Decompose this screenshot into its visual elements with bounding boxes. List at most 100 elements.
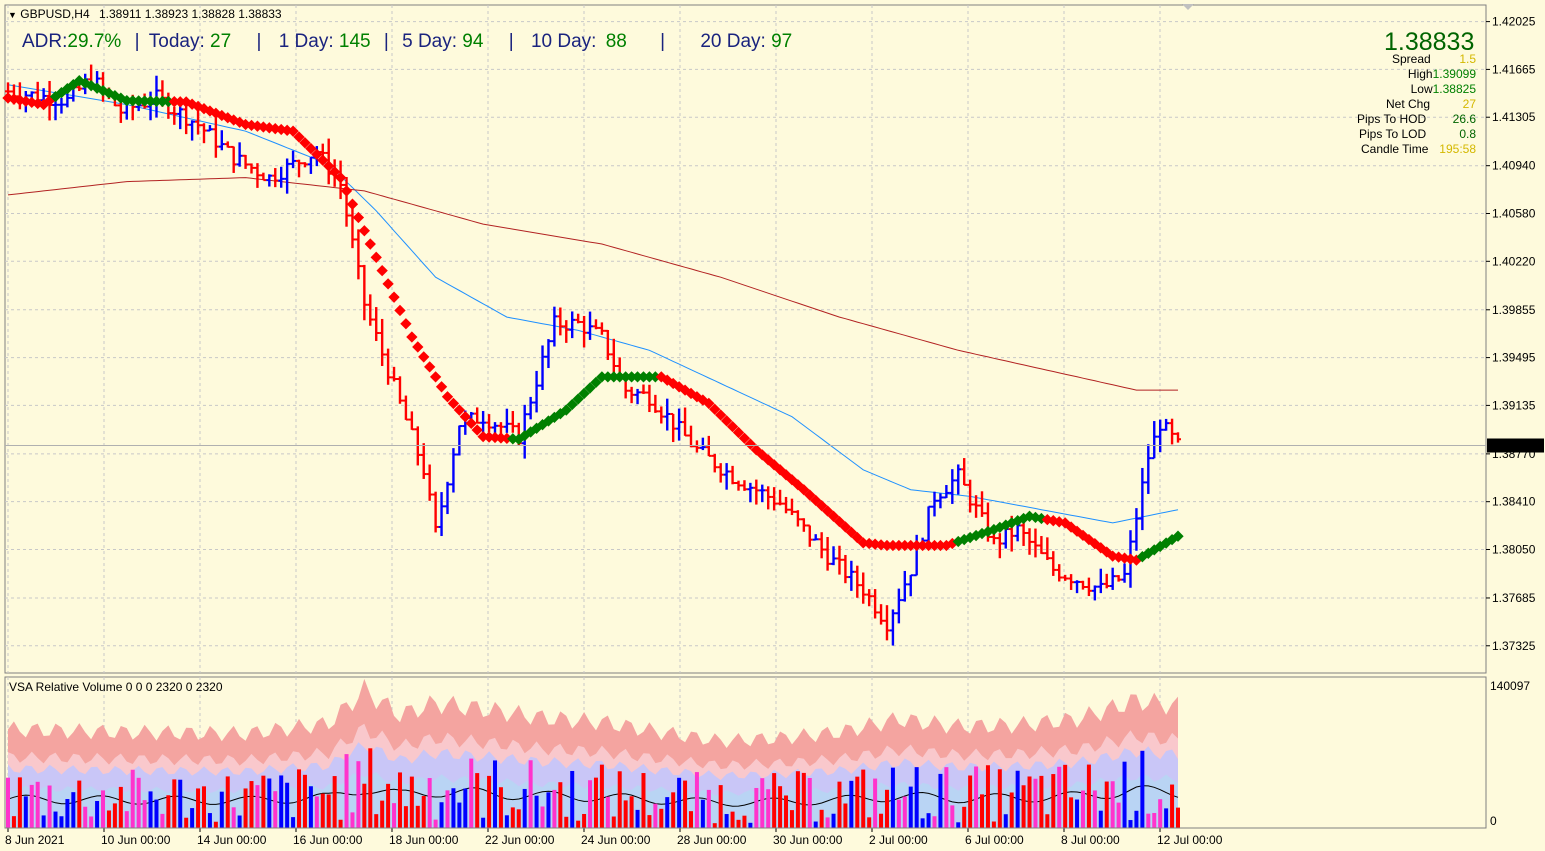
separator: | bbox=[134, 31, 140, 52]
trend-dot bbox=[406, 331, 418, 343]
volume-bar bbox=[475, 773, 480, 828]
volume-bar bbox=[1104, 781, 1109, 828]
spread-label: Spread bbox=[1392, 52, 1431, 66]
today-label: Today: bbox=[148, 31, 205, 52]
price-bar bbox=[723, 463, 730, 490]
volume-bar bbox=[225, 776, 230, 828]
price-bar bbox=[1085, 577, 1092, 597]
volume-bar bbox=[332, 776, 337, 828]
price-bar bbox=[444, 481, 451, 515]
volume-bar bbox=[558, 782, 563, 828]
volume-bar bbox=[1003, 814, 1008, 828]
price-bar bbox=[420, 443, 427, 479]
volume-bar bbox=[599, 764, 604, 828]
trend-dot bbox=[614, 371, 626, 383]
price-bar bbox=[533, 370, 540, 413]
volume-bar bbox=[71, 792, 76, 828]
price-bar bbox=[1062, 574, 1069, 581]
price-bar bbox=[367, 294, 374, 326]
price-tick-label: 1.42025 bbox=[1492, 15, 1536, 29]
volume-bar bbox=[730, 811, 735, 828]
price-bar bbox=[379, 318, 386, 367]
volume-bar bbox=[130, 769, 135, 828]
price-tick-label: 1.40940 bbox=[1492, 159, 1536, 173]
price-bar bbox=[931, 491, 938, 517]
axes: 1.42025 1.41665 1.41305 1.40940 1.40580 1.402… bbox=[5, 15, 1544, 847]
price-bar bbox=[878, 604, 885, 625]
trend-dot bbox=[346, 198, 359, 210]
volume-bar bbox=[837, 781, 842, 828]
volume-bar bbox=[991, 821, 996, 828]
volume-bar bbox=[611, 816, 616, 828]
price-bar bbox=[266, 174, 273, 187]
day1-label: 1 Day: bbox=[278, 31, 334, 52]
price-bar bbox=[432, 491, 439, 533]
volume-bar bbox=[908, 786, 913, 828]
volume-min-label: 0 bbox=[1490, 814, 1497, 828]
volume-bar bbox=[29, 784, 34, 828]
price-bar bbox=[979, 491, 986, 517]
adr-value: 29.7% bbox=[67, 31, 122, 52]
volume-bar bbox=[1027, 776, 1032, 828]
price-bar bbox=[177, 105, 184, 130]
trend-dot bbox=[323, 160, 335, 172]
volume-bar bbox=[576, 820, 581, 828]
volume-bar bbox=[861, 769, 866, 828]
volume-bar bbox=[926, 813, 931, 828]
trend-dot bbox=[911, 539, 923, 552]
price-bar bbox=[254, 163, 261, 188]
ohlc-values: 1.38911 1.38923 1.38828 1.38833 bbox=[98, 7, 282, 21]
time-tick-label: 22 Jun 00:00 bbox=[485, 833, 555, 847]
volume-panel-title: VSA Relative Volume 0 0 0 2320 0 2320 bbox=[9, 680, 223, 694]
volume-bar bbox=[35, 781, 40, 828]
price-bar bbox=[355, 229, 362, 280]
price-bar bbox=[687, 425, 694, 448]
price-bar bbox=[830, 546, 837, 566]
volume-bar bbox=[95, 800, 100, 828]
time-tick-label: 18 Jun 00:00 bbox=[389, 833, 459, 847]
price-bar bbox=[1079, 580, 1086, 590]
volume-bar bbox=[47, 785, 52, 828]
ma-fast-line bbox=[7, 84, 1179, 524]
price-bar bbox=[1038, 536, 1045, 555]
volume-bar bbox=[427, 778, 432, 828]
volume-bar bbox=[766, 789, 771, 828]
trend-dot bbox=[726, 420, 739, 433]
price-bar bbox=[396, 376, 403, 404]
trend-dot bbox=[596, 371, 608, 383]
trend-dot bbox=[299, 137, 311, 149]
volume-bar bbox=[1075, 799, 1080, 828]
price-bar bbox=[699, 437, 706, 451]
price-bar bbox=[486, 414, 493, 432]
volume-bar bbox=[344, 754, 349, 828]
volume-bar bbox=[623, 800, 628, 828]
volume-bar bbox=[772, 773, 777, 828]
volume-bar bbox=[516, 809, 521, 828]
volume-bar bbox=[938, 773, 943, 828]
scroll-shift-marker[interactable] bbox=[1182, 4, 1194, 10]
price-bar bbox=[527, 396, 534, 420]
volume-bar bbox=[243, 788, 248, 828]
price-bar bbox=[771, 487, 778, 511]
price-bar bbox=[806, 524, 813, 547]
day20-value: 97 bbox=[771, 31, 793, 52]
current-price-tag bbox=[1487, 438, 1544, 453]
grid bbox=[5, 5, 1486, 828]
volume-bar bbox=[142, 800, 147, 828]
volume-bar bbox=[665, 797, 670, 828]
volume-bar bbox=[190, 808, 195, 828]
price-bar bbox=[284, 158, 291, 194]
volume-bar bbox=[326, 794, 331, 828]
volume-bar bbox=[207, 813, 212, 828]
volume-bar bbox=[831, 813, 836, 828]
day10-value: 88 bbox=[605, 31, 627, 52]
dropdown-arrow-icon[interactable]: ▼ bbox=[8, 10, 17, 20]
volume-bar bbox=[201, 786, 206, 828]
trend-dot bbox=[703, 397, 715, 410]
adr-label: ADR: bbox=[22, 31, 68, 52]
volume-bar bbox=[487, 775, 492, 828]
price-bar bbox=[1145, 444, 1152, 494]
volume-bar bbox=[101, 790, 106, 828]
volume-bar bbox=[53, 811, 58, 828]
